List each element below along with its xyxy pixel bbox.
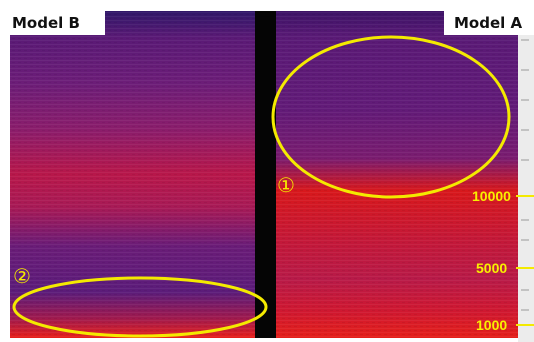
scale-strip: [518, 28, 534, 342]
panel-label-model-b: Model B: [10, 11, 105, 35]
panel-label-model-a: Model A: [444, 11, 534, 35]
region-marker-1: ①: [277, 173, 295, 197]
region-marker-2: ②: [13, 264, 31, 288]
scale-strip-ticks: [521, 39, 529, 311]
spectrogram-right-texture: [276, 11, 518, 338]
annotation-ellipse-2: [12, 276, 268, 338]
panel-divider: [255, 11, 276, 338]
annotation-ellipse-1: [271, 35, 511, 199]
frequency-label-5000: 5000: [476, 260, 508, 276]
frequency-ticks: [516, 195, 534, 326]
frequency-label-10000: 10000: [472, 188, 511, 204]
frequency-label-1000: 1000: [476, 317, 508, 333]
